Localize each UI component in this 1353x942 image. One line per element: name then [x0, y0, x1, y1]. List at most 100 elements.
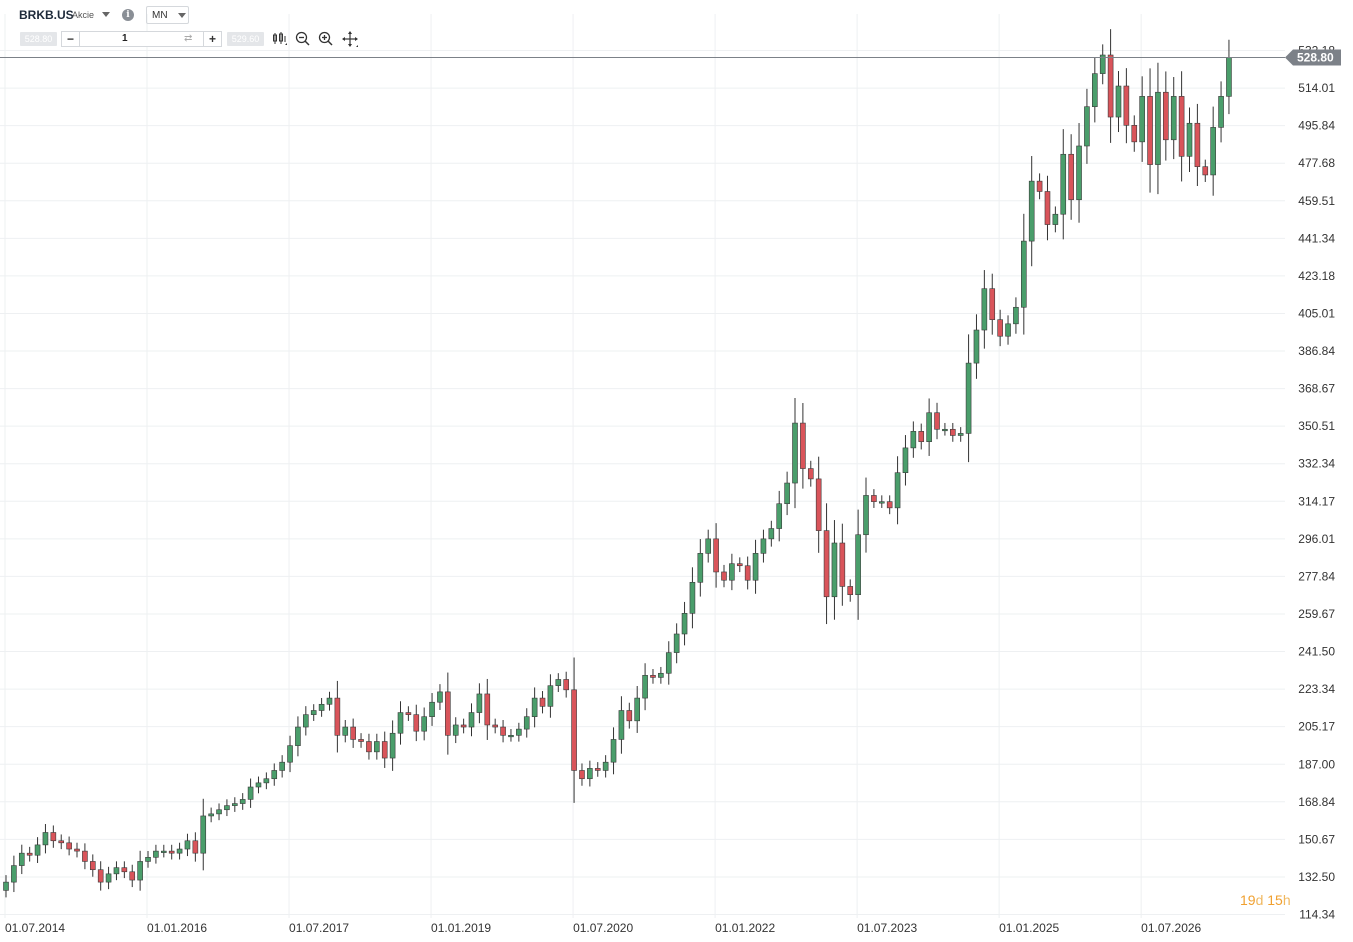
candle: [689, 567, 696, 629]
candle-body-up: [1028, 180, 1035, 242]
candle: [949, 422, 956, 442]
y-tick-label: 423.18: [1298, 269, 1335, 283]
sell-price[interactable]: 528.80: [20, 32, 57, 46]
candle-body-up: [910, 431, 917, 449]
candle-body-up: [263, 778, 270, 784]
candle-body-down: [445, 691, 451, 736]
candle-body-down: [334, 697, 341, 736]
zoom-in-icon[interactable]: [317, 30, 335, 48]
countdown-hours-unit: h: [1282, 892, 1291, 908]
candle: [397, 701, 404, 745]
candle: [736, 557, 743, 573]
candle: [97, 861, 104, 891]
candle-body-up: [145, 857, 151, 862]
candle: [82, 843, 88, 870]
candle: [847, 579, 854, 602]
candle: [255, 776, 262, 794]
candle: [934, 402, 940, 440]
candle: [650, 669, 656, 684]
candle: [910, 421, 917, 458]
candle-body-down: [1044, 191, 1051, 225]
info-icon[interactable]: i: [122, 9, 134, 21]
candle: [1178, 71, 1185, 182]
candle: [855, 509, 861, 620]
candle: [815, 456, 822, 553]
candle: [437, 684, 443, 710]
candle: [239, 793, 246, 810]
candle: [1139, 76, 1145, 162]
candle: [744, 556, 751, 590]
candle-body-up: [326, 697, 333, 705]
decrease-button[interactable]: −: [62, 32, 80, 46]
swap-icon[interactable]: ⇄: [184, 33, 193, 44]
candle: [831, 520, 838, 620]
candle-body-down: [58, 840, 65, 844]
candle: [760, 529, 767, 563]
candle-body-up: [729, 563, 735, 581]
candle-body-down: [413, 714, 420, 732]
candle: [460, 718, 467, 734]
crosshair-icon[interactable]: [341, 30, 359, 48]
x-tick-label: 01.07.2020: [573, 921, 633, 935]
candle-body-up: [776, 503, 783, 529]
candle-body-up: [105, 873, 112, 883]
candle: [184, 833, 191, 857]
candle-body-up: [981, 288, 988, 331]
candle-body-down: [626, 710, 633, 722]
candle: [1163, 71, 1169, 161]
quantity-stepper: − 1 ⇄ +: [61, 31, 222, 47]
zoom-out-icon[interactable]: [294, 30, 312, 48]
candle: [587, 760, 593, 787]
candle-body-down: [847, 586, 854, 595]
candle-body-down: [460, 724, 467, 728]
candle: [894, 456, 901, 525]
candle-body-up: [3, 881, 9, 891]
candle: [1028, 156, 1035, 267]
candle-body-up: [902, 447, 909, 473]
candle-body-up: [113, 867, 120, 875]
symbol-dropdown-icon[interactable]: [102, 12, 110, 17]
candle-body-up: [184, 840, 191, 850]
candle: [981, 270, 988, 349]
y-tick-label: 223.34: [1298, 682, 1335, 696]
candle-body-down: [989, 288, 996, 320]
candle: [381, 731, 388, 768]
candle-body-up: [224, 805, 230, 811]
candle: [1115, 71, 1122, 133]
candle-body-up: [681, 613, 688, 635]
chart-toolbar: BRKB.US Akcie i MN 528.80 − 1 ⇄ + 529.60: [0, 0, 1353, 54]
candle-body-up: [697, 553, 704, 583]
candle-body-up: [547, 685, 554, 707]
candle-body-down: [736, 563, 743, 567]
candle-body-up: [863, 495, 869, 536]
candle: [1202, 159, 1209, 182]
candlestick-type-icon[interactable]: [271, 30, 289, 48]
candle-body-down: [563, 679, 569, 691]
candle: [405, 706, 412, 721]
candle-body-up: [658, 672, 664, 678]
candle-body-up: [831, 542, 838, 598]
candle-body-down: [571, 689, 577, 771]
candle: [224, 799, 230, 817]
buy-price[interactable]: 529.60: [227, 32, 264, 46]
candle: [871, 489, 877, 508]
candle: [579, 763, 585, 786]
timeframe-select[interactable]: MN: [146, 6, 189, 24]
current-price-line: 528.80: [0, 49, 1341, 66]
candle: [11, 855, 17, 893]
increase-button[interactable]: +: [203, 32, 221, 46]
candle: [263, 772, 270, 790]
y-tick-label: 314.17: [1298, 494, 1335, 508]
candle-body-down: [381, 741, 388, 759]
quantity-input[interactable]: 1: [122, 33, 128, 44]
candle-body-up: [587, 768, 593, 780]
candle-body-down: [807, 468, 814, 480]
candle-body-down: [97, 869, 104, 883]
y-tick-label: 405.01: [1298, 306, 1335, 320]
candle-body-up: [1099, 54, 1106, 74]
candle-body-up: [792, 422, 798, 484]
candle-body-down: [1131, 125, 1138, 143]
candle-body-up: [1115, 85, 1122, 118]
candle-body-down: [539, 697, 546, 707]
